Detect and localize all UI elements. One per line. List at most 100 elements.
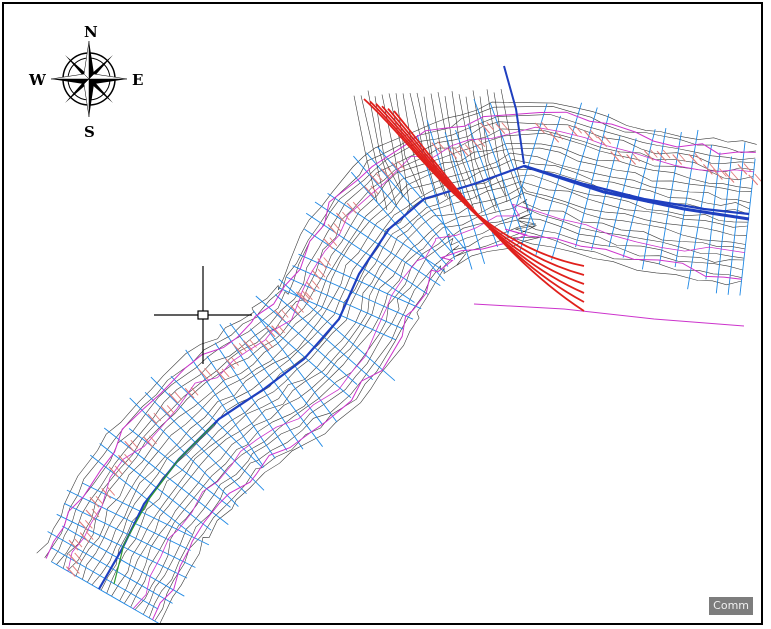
annotation-mark bbox=[221, 368, 230, 378]
annotation-mark bbox=[743, 163, 752, 172]
annotation-mark bbox=[277, 324, 285, 334]
annotation-mark bbox=[380, 168, 391, 180]
annotation-mark bbox=[153, 412, 162, 422]
annotation-mark bbox=[549, 131, 560, 143]
section-line bbox=[47, 531, 173, 604]
annotation-mark bbox=[437, 141, 446, 150]
annotation-mark bbox=[72, 565, 80, 574]
annotation-mark bbox=[302, 290, 310, 300]
annotation-mark bbox=[231, 357, 239, 366]
section-line bbox=[739, 158, 756, 296]
section-line bbox=[426, 119, 473, 270]
annotation-mark bbox=[702, 164, 713, 175]
annotation-mark bbox=[198, 368, 209, 380]
contour-line bbox=[56, 121, 755, 565]
contour-line bbox=[367, 90, 398, 208]
compass-rose-icon: N S E W bbox=[28, 23, 143, 141]
contour-line bbox=[123, 192, 746, 604]
boundary-line bbox=[67, 126, 754, 572]
contour-line bbox=[444, 95, 474, 209]
annotation-mark bbox=[632, 153, 640, 162]
annotation-mark bbox=[232, 343, 243, 355]
section-line bbox=[305, 212, 429, 295]
trace-line-layer bbox=[113, 423, 215, 585]
annotation-mark bbox=[712, 169, 723, 180]
crosshair-cursor-icon[interactable] bbox=[154, 266, 252, 364]
annotation-mark bbox=[68, 539, 79, 551]
command-line-tab[interactable]: Comm bbox=[709, 597, 753, 615]
contour-line bbox=[67, 132, 754, 572]
annotation-mark bbox=[574, 125, 583, 134]
boundary-line bbox=[132, 203, 745, 609]
annotation-mark bbox=[174, 391, 183, 401]
contour-line bbox=[360, 95, 388, 210]
compass-north-label: N bbox=[84, 23, 98, 41]
annotation-mark bbox=[317, 258, 328, 269]
section-line bbox=[66, 489, 191, 551]
annotation-mark bbox=[184, 387, 195, 399]
centerline bbox=[98, 164, 750, 590]
section-line bbox=[658, 132, 682, 265]
section-line bbox=[206, 356, 276, 459]
annotation-mark bbox=[335, 212, 346, 224]
annotation-mark bbox=[369, 173, 380, 185]
section-line bbox=[674, 129, 699, 268]
annotation-mark bbox=[101, 488, 112, 499]
annotation-mark bbox=[386, 167, 395, 176]
annotation-mark bbox=[501, 122, 510, 131]
annotation-mark bbox=[84, 520, 93, 529]
centerline bbox=[523, 164, 750, 221]
annotation-mark bbox=[603, 135, 612, 144]
annotation-mark bbox=[124, 440, 135, 452]
contour-line bbox=[395, 93, 423, 195]
annotation-mark bbox=[271, 325, 282, 337]
section-line bbox=[353, 155, 449, 267]
contour-line bbox=[148, 220, 743, 619]
section-line bbox=[641, 128, 667, 270]
annotation-mark bbox=[95, 496, 104, 505]
annotation-mark bbox=[274, 310, 285, 321]
annotation-mark bbox=[555, 131, 564, 140]
annotation-mark bbox=[225, 358, 236, 369]
annotation-mark bbox=[719, 168, 727, 177]
annotation-mark bbox=[298, 292, 309, 304]
annotation-mark bbox=[656, 150, 667, 162]
contour-line bbox=[82, 147, 752, 580]
annotation-mark bbox=[108, 466, 119, 478]
contour-line bbox=[87, 152, 751, 583]
annotation-mark bbox=[597, 136, 608, 147]
section-line bbox=[377, 146, 466, 250]
contour-line bbox=[44, 105, 757, 558]
section-line bbox=[128, 428, 231, 508]
contour-line bbox=[36, 101, 757, 554]
contour-line bbox=[134, 206, 745, 610]
annotation-mark bbox=[649, 149, 658, 158]
annotation-mark bbox=[541, 121, 549, 131]
annotation-mark bbox=[375, 172, 384, 182]
contour-line bbox=[353, 95, 378, 203]
annotation-mark bbox=[568, 125, 579, 137]
annotation-mark bbox=[464, 144, 473, 153]
site-plan-drawing[interactable]: N S E W bbox=[4, 4, 763, 625]
annotation-mark bbox=[265, 339, 274, 348]
boundary-line bbox=[473, 303, 745, 327]
annotation-mark bbox=[323, 238, 334, 250]
annotation-mark bbox=[748, 174, 759, 186]
drawing-frame[interactable]: N S E W Comm bbox=[2, 2, 763, 625]
section-line bbox=[292, 265, 414, 320]
annotation-mark bbox=[149, 435, 157, 445]
annotation-mark bbox=[709, 163, 717, 172]
contour-line bbox=[100, 168, 750, 591]
annotation-mark bbox=[114, 465, 123, 475]
annotation-mark bbox=[204, 367, 212, 377]
contour-line bbox=[472, 90, 497, 208]
contour-line bbox=[62, 128, 754, 569]
road-edge-line bbox=[393, 110, 585, 312]
section-line bbox=[622, 129, 656, 258]
annotation-mark bbox=[91, 508, 100, 518]
annotation-mark bbox=[124, 453, 132, 463]
road-edge-line bbox=[387, 108, 585, 303]
cross-section-lines-layer bbox=[47, 98, 756, 623]
annotation-mark bbox=[672, 154, 683, 165]
